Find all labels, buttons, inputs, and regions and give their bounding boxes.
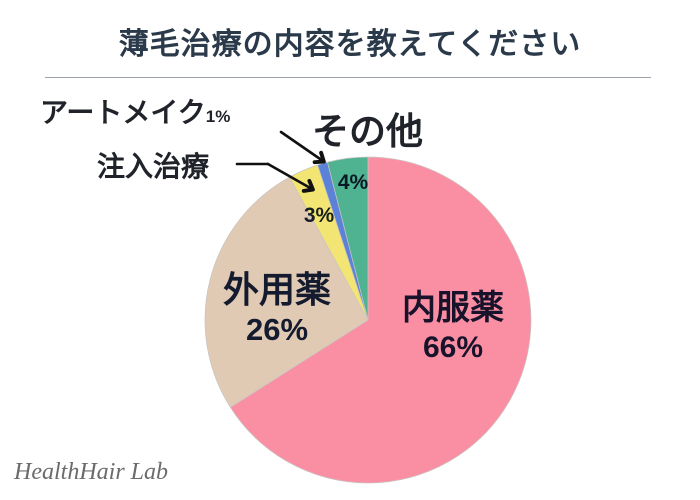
svg-text:外用薬: 外用薬 (223, 269, 331, 310)
svg-text:アートメイク1%: アートメイク1% (40, 97, 230, 128)
svg-text:26%: 26% (246, 312, 308, 347)
svg-text:4%: 4% (338, 171, 369, 194)
svg-text:66%: 66% (423, 331, 483, 364)
svg-text:その他: その他 (312, 111, 423, 152)
svg-text:注入治療: 注入治療 (97, 150, 210, 182)
svg-text:3%: 3% (304, 204, 335, 227)
svg-text:内服薬: 内服薬 (402, 289, 504, 327)
